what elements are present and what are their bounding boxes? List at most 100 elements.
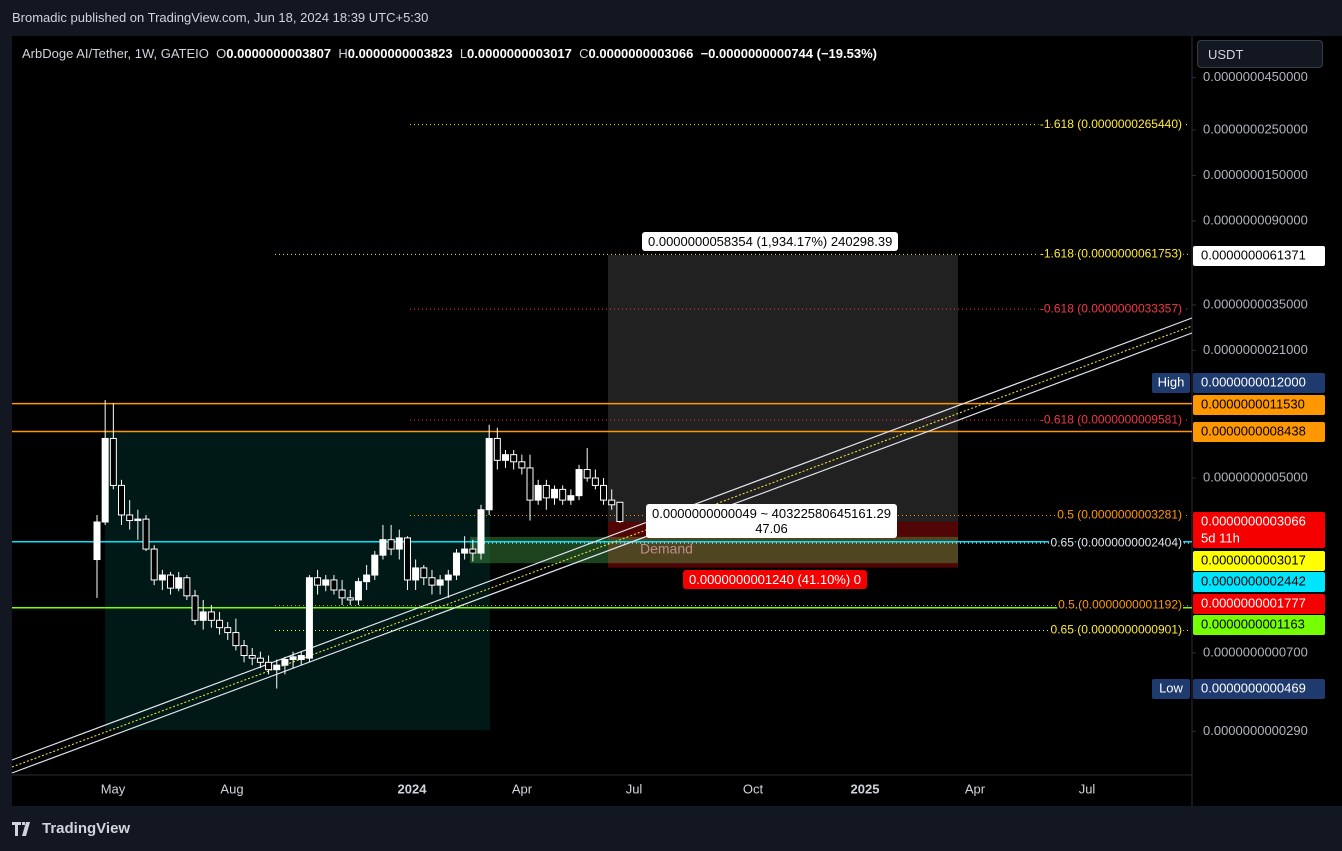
target-label: 0.0000000058354 (1,934.17%) 240298.39 xyxy=(642,232,899,251)
candle-body xyxy=(461,548,469,554)
candle-body xyxy=(305,577,313,659)
price-tag xyxy=(1193,615,1325,635)
candle-body xyxy=(444,574,452,581)
candle-body xyxy=(256,657,264,663)
low-key: L xyxy=(459,46,468,61)
candle-body xyxy=(583,469,591,479)
y-tick-label: 0.0000000035000 xyxy=(1203,296,1308,311)
y-tick-label: 0.0000000000700 xyxy=(1203,644,1308,659)
candle-body xyxy=(199,611,207,621)
channel-line xyxy=(11,317,1193,761)
y-tick-label: 0.0000000250000 xyxy=(1203,121,1308,136)
candle-body xyxy=(363,574,371,583)
stop-label: 0.0000000001240 (41.10%) 0 xyxy=(683,570,868,589)
candle-body xyxy=(240,645,248,657)
candle-body xyxy=(591,477,599,486)
candle-body xyxy=(420,567,428,579)
x-tick-label: Aug xyxy=(220,781,243,796)
change-value: −0.0000000000744 (−19.53%) xyxy=(700,46,877,61)
candle-body xyxy=(534,484,542,501)
fib-label: 0.5 (0.0000000001192) xyxy=(1058,598,1182,612)
candle-body xyxy=(150,548,158,581)
badge-label: Low xyxy=(1159,680,1183,695)
candle-body xyxy=(322,579,330,586)
price-tag xyxy=(1193,679,1325,699)
price-tag xyxy=(1193,246,1325,266)
x-tick-label: Oct xyxy=(743,781,764,796)
demand-zone xyxy=(470,536,958,564)
y-tick-label: 0.0000000000290 xyxy=(1203,723,1308,738)
candle-body xyxy=(436,579,444,586)
candle-body xyxy=(346,597,354,601)
candle-body xyxy=(224,627,232,634)
candle-body xyxy=(608,499,616,506)
candle-body xyxy=(191,595,199,621)
candle-body xyxy=(469,548,477,554)
candle-body xyxy=(248,655,256,659)
candle-body xyxy=(510,454,518,463)
close-value: 0.0000000003066 xyxy=(588,46,694,61)
price-tag-label: 0.0000000012000 xyxy=(1201,374,1306,389)
candle-body xyxy=(297,655,305,661)
open-key: O xyxy=(216,46,227,61)
fib-label: 0.65 (0.0000000000901) xyxy=(1051,623,1182,637)
currency-button[interactable]: USDT xyxy=(1197,40,1323,68)
fib-label: 0.5 (0.0000000003281) xyxy=(1057,508,1182,522)
x-tick-label: Apr xyxy=(512,781,533,796)
x-tick-label: 2025 xyxy=(851,781,880,796)
fib-label: -0.618 (0.0000000033357) xyxy=(1040,301,1182,315)
price-tag-label: 0.0000000000469 xyxy=(1201,680,1306,695)
candle-body xyxy=(412,567,420,581)
badge xyxy=(1152,679,1190,699)
candle-body xyxy=(101,437,109,523)
candle-body xyxy=(616,501,624,523)
candle-body xyxy=(126,514,134,522)
price-tag-label: 0.0000000001163 xyxy=(1201,616,1305,631)
price-tag-label: 0.0000000061371 xyxy=(1201,247,1306,262)
candle-body xyxy=(142,518,150,550)
brand-logo xyxy=(12,821,30,836)
ohlc-legend: ArbDoge AI/Tether, 1W, GATEIO O 0.0000000… xyxy=(22,46,877,61)
y-tick-label: 0.0000000005000 xyxy=(1203,469,1308,484)
candle-body xyxy=(551,488,559,499)
price-tag-label: 0.0000000011530 xyxy=(1201,396,1305,411)
candles xyxy=(93,400,624,689)
candle-body xyxy=(526,467,534,501)
x-tick-label: 2024 xyxy=(398,781,428,796)
price-tag xyxy=(1193,395,1325,415)
price-tag-label: 0.0000000003017 xyxy=(1201,552,1306,567)
y-tick-label: 0.0000000090000 xyxy=(1203,212,1308,227)
candle-body xyxy=(600,484,608,501)
fib-label: -1.618 (0.0000000061753) xyxy=(1040,247,1182,261)
x-tick-label: Apr xyxy=(965,781,986,796)
candle-body xyxy=(175,577,183,589)
badge-label: High xyxy=(1158,374,1185,389)
profit-zone xyxy=(608,254,958,522)
candle-body xyxy=(403,537,411,581)
close-key: C xyxy=(579,46,589,61)
fib-label: -0.618 (0.0000000009581) xyxy=(1040,412,1182,426)
candle-body xyxy=(93,521,101,561)
candle-body xyxy=(281,659,289,666)
ratio-box: 0.0000000000049 ~ 40322580645161.29 47.06 xyxy=(646,504,897,538)
candle-body xyxy=(502,454,509,461)
candle-body xyxy=(314,577,322,586)
candle-body xyxy=(477,509,485,554)
price-tag xyxy=(1193,572,1325,592)
high-value: 0.0000000003823 xyxy=(347,46,453,61)
candle-body xyxy=(379,539,387,556)
symbol: ArbDoge AI/Tether, 1W, GATEIO xyxy=(22,46,209,61)
candle-body xyxy=(452,552,460,576)
price-tag-label: 0.0000000003066 xyxy=(1201,513,1306,528)
candle-body xyxy=(134,518,142,522)
price-tag xyxy=(1193,551,1325,571)
candle-body xyxy=(118,484,126,516)
candle-body xyxy=(575,469,583,497)
brand-name: TradingView xyxy=(42,820,131,837)
price-tag xyxy=(1193,373,1325,393)
candle-body xyxy=(265,661,273,671)
candle-body xyxy=(207,611,215,621)
candle-body xyxy=(559,488,567,501)
candle-body xyxy=(273,664,281,671)
